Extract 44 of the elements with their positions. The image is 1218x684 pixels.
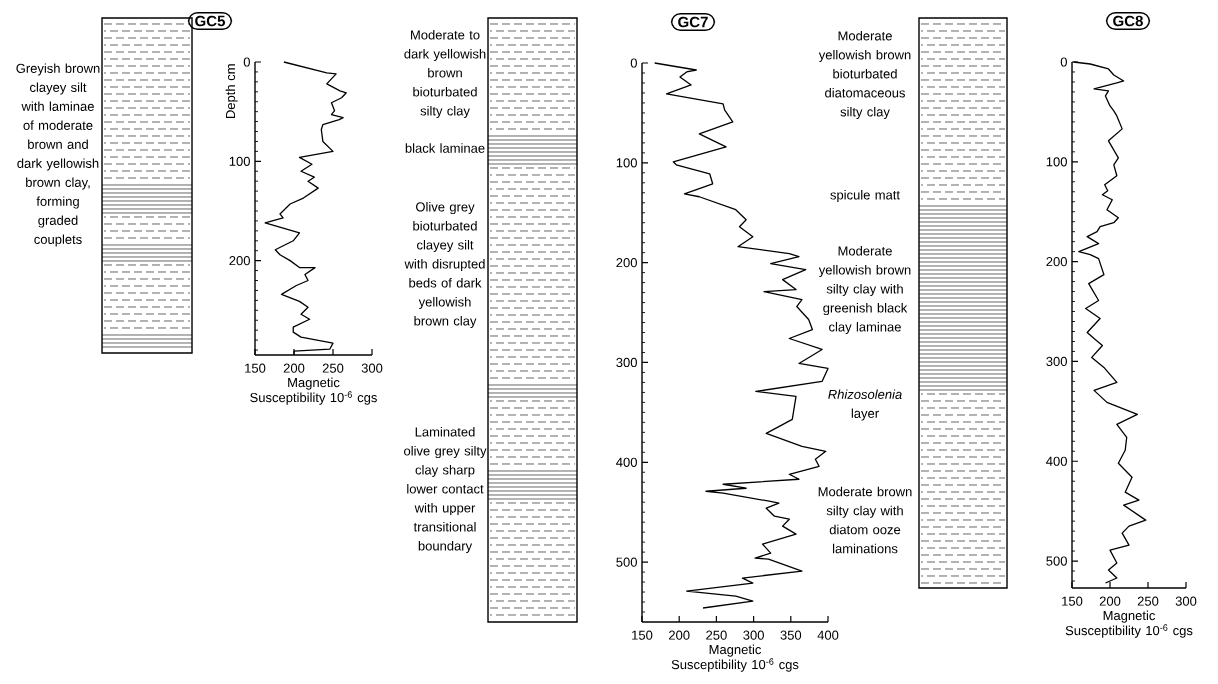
- x-tick-label: 350: [780, 630, 802, 640]
- x-tick-label: 150: [632, 630, 653, 640]
- y-axis-title: Depth cm: [225, 64, 238, 119]
- x-tick-label: 200: [1099, 596, 1121, 606]
- text: black laminae: [405, 143, 485, 153]
- x-tick-label: 300: [1175, 596, 1197, 606]
- chart-title: GC5: [195, 15, 226, 27]
- x-tick-label: 300: [361, 363, 383, 373]
- x-tick-label: 200: [669, 630, 690, 640]
- y-tick-label: 100: [616, 158, 637, 168]
- text: Olive grey bioturbated clayey silt with disrupted beds of dark yellowish brown clay: [404, 201, 485, 329]
- text: Laminated olive grey silty clay sharp lower contact with upper transitional boundary: [404, 426, 487, 554]
- y-tick-label: 200: [1046, 257, 1067, 267]
- x-tick-label: 250: [706, 630, 727, 640]
- x-tick-label: 250: [322, 363, 344, 373]
- y-tick-label: 400: [616, 457, 637, 467]
- y-tick-label: 0: [630, 58, 637, 68]
- text: Rhizosolenia layer: [828, 389, 902, 421]
- x-tick-label: 300: [743, 630, 764, 640]
- y-tick-label: 0: [243, 57, 250, 67]
- y-tick-label: 500: [616, 557, 637, 567]
- annotation: Moderate brown silty clay with diatom ooze laminations: [818, 486, 912, 554]
- x-tick-label: 400: [817, 630, 839, 640]
- y-tick-label: 200: [616, 258, 637, 268]
- annotation: Moderate yellowish brown silty clay with greenish black clay laminae: [818, 245, 911, 335]
- chart-title: GC8: [1113, 15, 1143, 27]
- x-tick-label: 200: [283, 363, 305, 373]
- y-tick-label: 100: [1046, 157, 1067, 167]
- y-tick-label: 0: [1060, 57, 1067, 67]
- x-axis-title: Magnetic Susceptibility 10$^{-6}$ cgs: [671, 644, 799, 672]
- text: Moderate to dark yellowish brown bioturbated silty clay: [404, 29, 486, 119]
- x-tick-label: 150: [1062, 596, 1083, 606]
- y-tick-label: 500: [1046, 556, 1067, 566]
- x-tick-label: 150: [245, 363, 266, 373]
- text: spicule matt: [830, 189, 900, 203]
- x-tick-label: 250: [1137, 596, 1159, 606]
- text: Greyish brown clayey silt with laminae of moderate brown and dark yellowish brown clay, forming graded couplets: [16, 63, 100, 247]
- annotation: Moderate yellowish brown bioturbated diatomaceous silty clay: [818, 30, 911, 120]
- y-tick-label: 100: [229, 156, 250, 166]
- chart-title: GC7: [678, 16, 708, 28]
- y-tick-label: 400: [1046, 456, 1067, 466]
- x-axis-title: Magnetic Susceptibility 10$^{-6}$ cgs: [250, 377, 377, 405]
- x-axis-title: Magnetic Susceptibility 10$^{-6}$ cgs: [1065, 610, 1193, 638]
- y-tick-label: 200: [229, 256, 250, 266]
